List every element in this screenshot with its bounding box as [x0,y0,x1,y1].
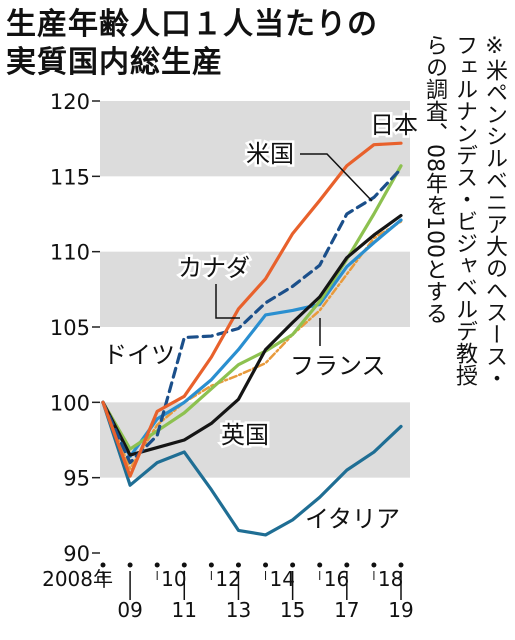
y-tick-label: 115 [50,165,90,189]
series-line-米国 [101,167,403,465]
y-tick-label: 120 [50,90,90,114]
series-label-ドイツ: ドイツ [103,341,175,369]
source-note: ※米ペンシルベニア大のへスース・ フェルナンデス・ビジャベルデ教授 らの調査、0… [418,34,510,630]
x-tick-dot [127,562,133,568]
source-note-line-3: らの調査、08年を100とする [422,34,447,324]
x-tick-label: 12 [215,567,240,591]
chart-title-line-1: 生産年齢人口１人当たりの [6,7,378,42]
series-line-ドイツ [101,164,403,451]
x-tick-dot [263,562,269,568]
x-tick-dot [181,562,187,568]
x-tick-label: 11 [172,598,197,622]
x-tick-label: 09 [117,598,142,622]
y-tick-label: 105 [50,316,90,340]
x-tick-dot [398,562,404,568]
series-group [101,141,403,537]
x-tick-label: 15 [280,598,305,622]
series-line-イタリア [101,400,403,537]
y-tick-label: 95 [63,467,90,491]
x-tick-label: 16 [324,567,349,591]
source-note-line-1: ※米ペンシルベニア大のへスース・ [482,34,507,389]
series-label-フランス: フランス [290,352,386,380]
source-note-line-2: フェルナンデス・ビジャベルデ教授 [452,34,477,386]
x-tick-dot [344,562,350,568]
x-tick-label: 14 [270,567,295,591]
y-axis: 90 95 100 105 110 115 120 [50,90,100,566]
y-tick-label: 90 [63,542,90,566]
x-tick-dot [290,562,296,568]
x-tick-label: 2008年 [42,567,113,591]
series-label-イタリア: イタリア [305,505,400,533]
x-tick-dot [100,562,106,568]
grid-band [100,101,410,177]
x-tick-dot [208,562,214,568]
x-tick-label: 17 [334,598,359,622]
x-tick-dot [317,562,323,568]
chart-title-line-2: 実質国内総生産 [6,45,223,80]
grid-bands [100,101,410,478]
x-tick-label: 10 [161,567,186,591]
y-tick-label: 100 [50,391,90,415]
series-label-英国: 英国 [221,421,269,449]
leader-line-カナダ [215,284,240,319]
series-line-英国 [101,213,403,457]
x-tick-dot [235,562,241,568]
x-tick-label: 18 [378,567,403,591]
series-label-カナダ: カナダ [178,254,250,282]
chart-title: 生産年齢人口１人当たりの 実質国内総生産 [6,6,378,82]
series-label-米国: 米国 [246,140,294,168]
x-tick-label: 13 [226,598,251,622]
series-line-日本 [101,141,403,478]
x-tick-dot [154,562,160,568]
leader-line-米国 [300,153,373,202]
x-tick-dot [371,562,377,568]
series-label-日本: 日本 [370,111,418,139]
y-tick-label: 110 [50,241,90,265]
x-tick-label: 19 [388,598,413,622]
